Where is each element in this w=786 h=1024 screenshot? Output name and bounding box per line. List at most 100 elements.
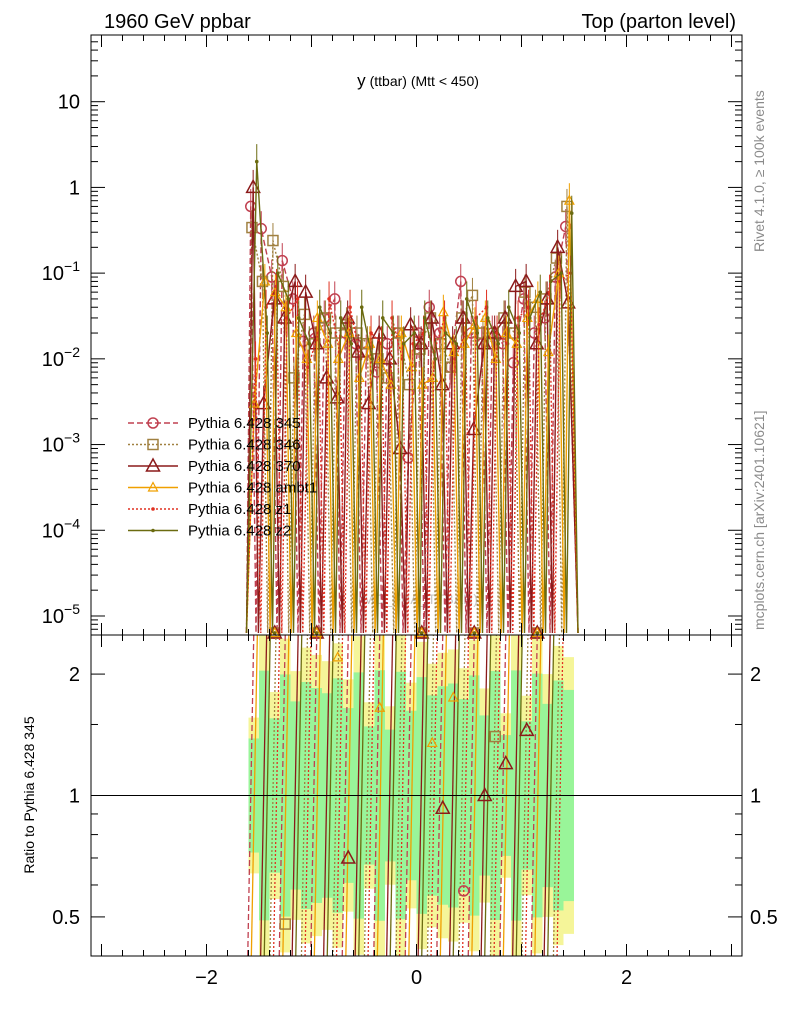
ratio-point xyxy=(434,799,451,814)
data-point xyxy=(253,357,258,361)
legend-item: Pythia 6.428 ambt1 xyxy=(128,480,317,497)
ratio-point xyxy=(426,736,438,748)
floor-point xyxy=(535,631,540,635)
floor-point xyxy=(266,624,283,639)
data-point xyxy=(537,322,541,327)
data-point xyxy=(455,275,467,288)
y-tick-base: 10 xyxy=(42,435,64,457)
legend-marker xyxy=(151,507,155,511)
main-title-sub: (ttbar) (Mtt < 450) xyxy=(370,73,479,89)
data-point xyxy=(518,272,534,288)
ratio-point xyxy=(447,691,459,702)
data-point xyxy=(422,316,427,320)
data-point xyxy=(542,345,554,357)
y-tick-base: 10 xyxy=(42,606,64,628)
data-point xyxy=(464,297,469,301)
y-tick-label: 10−4 xyxy=(42,515,80,542)
y-tick-base: 10 xyxy=(42,349,64,371)
ratio-y-tick-label-right: 2 xyxy=(750,664,761,686)
data-point xyxy=(359,305,364,310)
y-tick-exp: −4 xyxy=(64,515,80,531)
y-tick-label: 10−1 xyxy=(42,258,80,285)
data-point xyxy=(485,316,490,320)
y-tick-label: 1 xyxy=(69,177,80,199)
ratio-y-tick-label-right: 0.5 xyxy=(750,907,778,929)
data-point xyxy=(254,159,259,164)
legend-item: Pythia 6.428 345 xyxy=(128,415,301,432)
data-point xyxy=(275,271,280,275)
data-point xyxy=(307,341,312,346)
data-point xyxy=(287,272,303,288)
main-title-var: y xyxy=(357,71,366,90)
legend-label: Pythia 6.428 370 xyxy=(188,458,301,475)
y-tick-exp: −3 xyxy=(64,430,80,446)
ratio-y-tick-label: 0.5 xyxy=(52,907,80,929)
legend-label: Pythia 6.428 ambt1 xyxy=(188,480,317,497)
legend-label: Pythia 6.428 345 xyxy=(188,415,301,432)
ratio-y-tick-label: 2 xyxy=(69,664,80,686)
data-point xyxy=(381,350,398,365)
floor-point xyxy=(413,624,430,639)
legend-marker xyxy=(145,457,161,472)
legend-marker xyxy=(147,481,159,492)
data-point xyxy=(392,439,408,455)
legend-label: Pythia 6.428 z1 xyxy=(188,501,291,518)
data-point xyxy=(433,357,438,361)
data-point xyxy=(401,341,406,346)
data-point xyxy=(466,289,479,302)
data-point xyxy=(295,297,300,301)
data-point xyxy=(528,335,545,350)
y-tick-label: 10 xyxy=(58,92,80,114)
data-point xyxy=(340,318,353,331)
y-tick-label: 10−5 xyxy=(42,601,80,628)
data-point xyxy=(339,309,356,324)
data-point xyxy=(517,331,522,335)
floor-point xyxy=(419,631,424,635)
floor-point xyxy=(472,631,477,635)
data-point xyxy=(267,234,279,247)
legend-item: Pythia 6.428 z1 xyxy=(128,501,291,518)
data-point xyxy=(391,331,396,335)
ratio-y-tick-label: 1 xyxy=(69,786,80,808)
data-point xyxy=(338,316,343,320)
y-tick-exp: −5 xyxy=(64,601,80,617)
legend: Pythia 6.428 345 Pythia 6.428 346 Pythia 6… xyxy=(128,415,317,540)
ratio-point xyxy=(497,754,514,770)
y-tick-label: 10−3 xyxy=(42,430,80,457)
data-point xyxy=(443,331,448,335)
legend-marker xyxy=(147,438,159,451)
y-tick-base: 10 xyxy=(42,263,64,285)
data-point xyxy=(538,290,543,294)
main-title: y (ttbar) (Mtt < 450) xyxy=(357,71,479,90)
data-point xyxy=(496,341,501,346)
y-tick-base: 10 xyxy=(42,520,64,542)
rivet-label: Rivet 4.1.0, ≥ 100k events xyxy=(751,90,767,252)
data-point xyxy=(423,309,440,324)
ratio-point xyxy=(518,721,535,737)
data-point xyxy=(298,308,311,321)
data-point xyxy=(348,305,352,310)
data-point xyxy=(548,279,553,284)
data-point xyxy=(306,365,310,369)
data-point xyxy=(560,220,572,233)
legend-item: Pythia 6.428 346 xyxy=(128,437,301,454)
data-point xyxy=(353,371,365,382)
data-point xyxy=(385,378,397,389)
series-line xyxy=(245,187,579,634)
data-point xyxy=(370,357,375,361)
ratio-y-tick-label-right: 1 xyxy=(750,786,761,808)
data-point xyxy=(569,211,574,216)
data-point xyxy=(328,331,333,335)
header-left: 1960 GeV ppbar xyxy=(104,11,251,33)
data-point xyxy=(265,331,270,335)
legend-label: Pythia 6.428 346 xyxy=(188,437,301,454)
data-point xyxy=(549,238,566,254)
data-point xyxy=(506,305,511,310)
series-line xyxy=(245,161,579,634)
legend-marker xyxy=(147,417,159,429)
ratio-point xyxy=(458,885,470,897)
ratio-point xyxy=(332,651,344,662)
ratio-point xyxy=(374,701,386,712)
data-point xyxy=(360,395,377,410)
x-tick-label: −2 xyxy=(195,967,218,989)
